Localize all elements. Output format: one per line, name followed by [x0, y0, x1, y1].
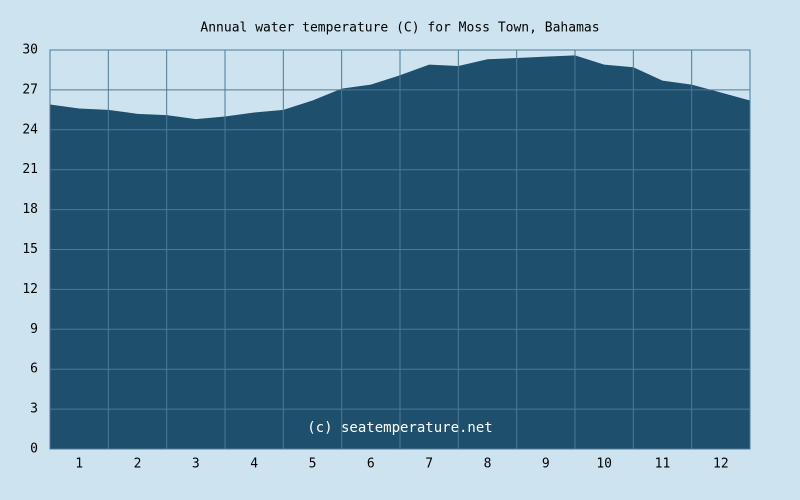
x-tick-label: 7: [425, 457, 433, 472]
x-tick-label: 2: [134, 457, 142, 472]
x-tick-label: 4: [250, 457, 258, 472]
y-tick-label: 27: [22, 82, 38, 97]
y-tick-label: 3: [30, 402, 38, 417]
y-tick-label: 18: [22, 202, 38, 217]
y-tick-label: 30: [22, 43, 38, 58]
x-tick-label: 8: [484, 457, 492, 472]
y-tick-label: 9: [30, 322, 38, 337]
x-tick-label: 6: [367, 457, 375, 472]
y-tick-label: 15: [22, 242, 38, 257]
x-tick-label: 10: [596, 457, 612, 472]
y-tick-label: 21: [22, 162, 38, 177]
plot-frame: [49, 49, 751, 450]
x-tick-label: 9: [542, 457, 550, 472]
y-tick-label: 24: [22, 122, 38, 137]
x-tick-label: 1: [75, 457, 83, 472]
x-tick-label: 5: [309, 457, 317, 472]
x-tick-label: 11: [655, 457, 671, 472]
y-tick-label: 12: [22, 282, 38, 297]
x-tick-label: 12: [713, 457, 729, 472]
chart-title: Annual water temperature (C) for Moss To…: [200, 21, 599, 36]
x-tick-label: 3: [192, 457, 200, 472]
y-tick-label: 6: [30, 362, 38, 377]
y-tick-label: 0: [30, 442, 38, 457]
annotation: (c) seatemperature.net: [307, 420, 492, 436]
